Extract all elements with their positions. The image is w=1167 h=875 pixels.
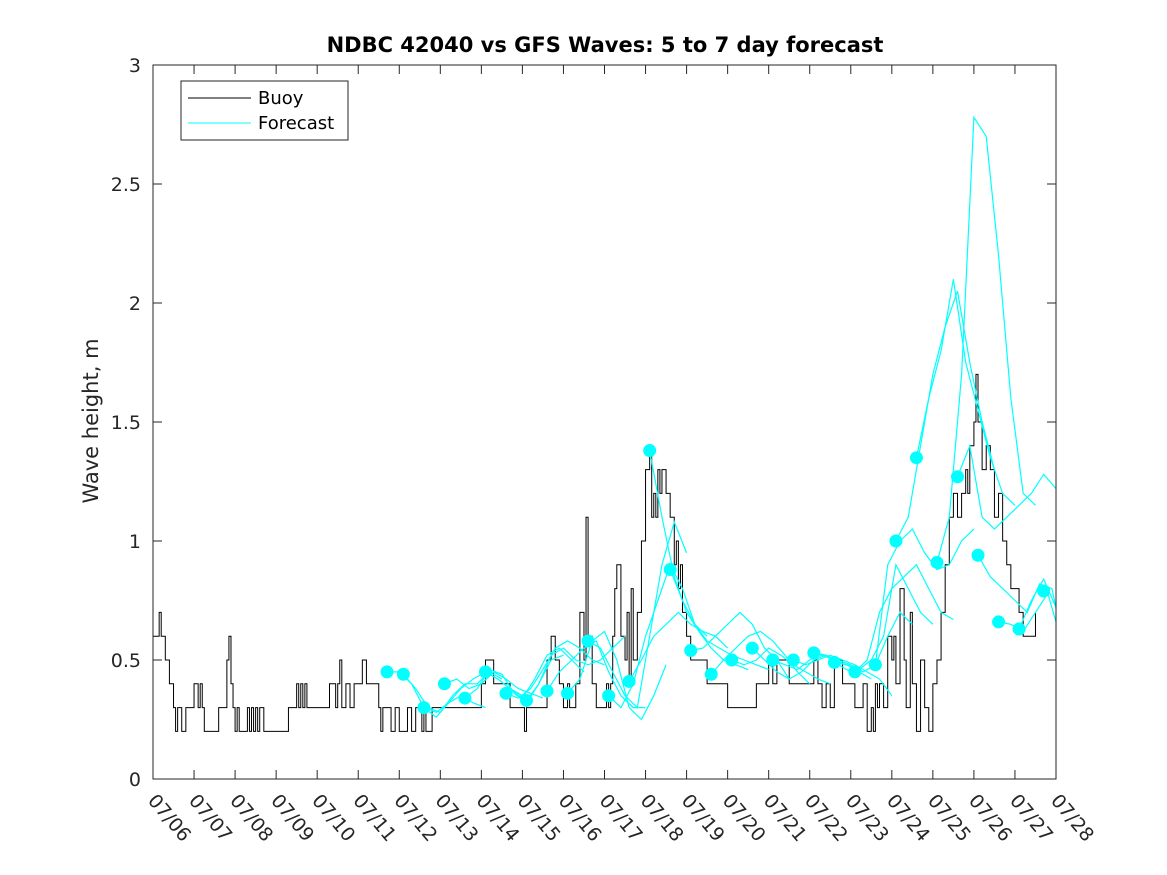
forecast-marker xyxy=(478,665,492,679)
forecast-marker xyxy=(380,665,394,679)
forecast-marker xyxy=(992,615,1006,629)
forecast-marker xyxy=(458,691,472,705)
forecast-line xyxy=(546,640,646,709)
forecast-marker xyxy=(602,689,616,703)
forecast-marker xyxy=(663,563,677,577)
forecast-marker xyxy=(561,686,575,700)
forecast-line xyxy=(874,528,975,665)
forecast-line xyxy=(977,554,1057,614)
forecast-line xyxy=(628,611,729,682)
y-tick-label: 0.5 xyxy=(111,650,141,672)
forecast-line xyxy=(526,635,626,701)
y-tick-label: 1.5 xyxy=(111,412,141,434)
y-tick-label: 3 xyxy=(129,55,141,77)
forecast-line xyxy=(669,569,769,671)
forecast-marker xyxy=(643,444,657,458)
forecast-marker xyxy=(520,693,534,707)
forecast-marker xyxy=(868,658,882,672)
chart-title: NDBC 42040 vs GFS Waves: 5 to 7 day fore… xyxy=(327,33,884,57)
forecast-marker xyxy=(725,653,739,667)
forecast-marker xyxy=(848,665,862,679)
y-tick-label: 2.5 xyxy=(111,174,141,196)
y-tick-label: 1 xyxy=(129,531,141,553)
forecast-line xyxy=(793,654,893,697)
forecast-line xyxy=(956,443,1057,530)
forecast-marker xyxy=(950,470,964,484)
forecast-line xyxy=(464,654,564,704)
y-axis-label: Wave height, m xyxy=(79,338,103,503)
y-tick-label: 2 xyxy=(129,293,141,315)
y-tick-label: 0 xyxy=(129,769,141,791)
legend-forecast-label: Forecast xyxy=(258,113,334,134)
legend: Buoy Forecast xyxy=(180,80,349,141)
forecast-marker xyxy=(684,643,698,657)
forecast-marker xyxy=(622,674,636,688)
forecast-line xyxy=(854,563,954,673)
forecast-line xyxy=(731,647,831,685)
forecast-marker xyxy=(1037,584,1051,598)
forecast-marker xyxy=(766,653,780,667)
forecast-marker xyxy=(499,686,513,700)
y-axis-ticks: 0 0.5 1 1.5 2 2.5 3 xyxy=(111,55,1056,791)
forecast-line xyxy=(834,562,934,671)
forecast-marker xyxy=(704,667,718,681)
forecast-line xyxy=(505,640,605,699)
forecast-line xyxy=(608,563,708,709)
forecast-marker xyxy=(396,667,410,681)
forecast-marker xyxy=(417,701,431,715)
forecast-line xyxy=(998,591,1057,633)
legend-buoy-label: Buoy xyxy=(258,88,304,109)
forecast-line xyxy=(567,630,667,721)
forecast-marker xyxy=(909,451,923,465)
forecast-marker xyxy=(540,684,554,698)
forecast-line xyxy=(485,647,585,699)
forecast-marker xyxy=(827,655,841,669)
forecast-marker xyxy=(930,555,944,569)
forecast-markers xyxy=(380,444,1051,715)
forecast-line xyxy=(587,520,688,709)
forecast-line xyxy=(813,611,913,673)
legend-box xyxy=(180,80,349,141)
forecast-marker xyxy=(786,653,800,667)
forecast-marker xyxy=(807,646,821,660)
forecast-marker xyxy=(971,548,985,562)
forecast-marker xyxy=(889,534,903,548)
forecast-marker xyxy=(745,641,759,655)
forecast-line xyxy=(936,115,1036,563)
forecast-marker xyxy=(1012,622,1026,636)
forecast-marker xyxy=(581,634,595,648)
forecast-marker xyxy=(437,677,451,691)
forecast-line xyxy=(915,279,1016,506)
